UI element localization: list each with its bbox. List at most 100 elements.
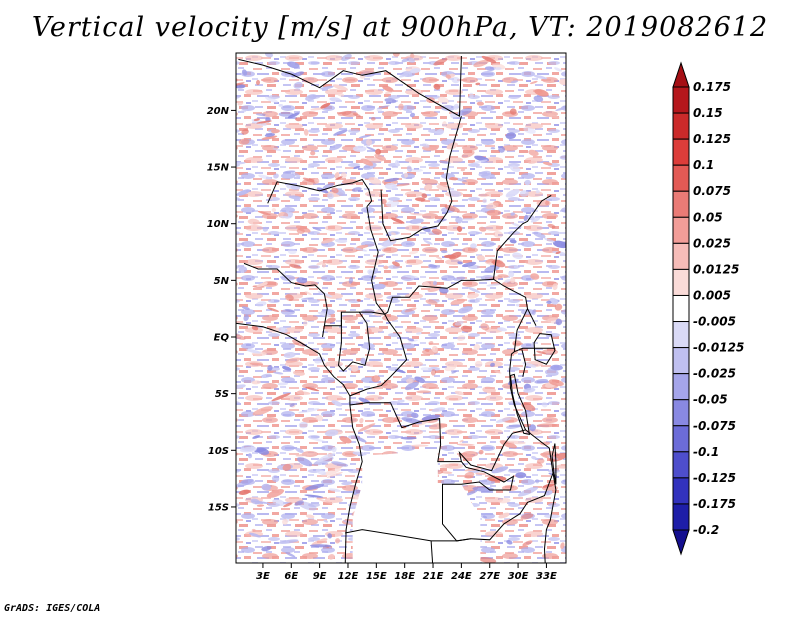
lat-tick-label: 15S [208,502,229,513]
lon-tick-label: 15E [366,571,387,582]
velocity-cell [336,92,345,97]
velocity-cell [392,53,400,57]
velocity-cell [271,129,280,134]
velocity-cell [264,133,276,137]
velocity-cell [469,92,474,98]
velocity-cell [529,424,536,432]
velocity-cell [358,69,375,74]
velocity-cell [520,513,534,520]
colorbar-label: 0.0125 [693,262,739,276]
velocity-cell [531,308,537,316]
border-line [430,540,434,563]
velocity-cell [424,348,430,352]
velocity-cell [246,349,261,354]
velocity-cell [308,437,328,443]
colorbar-segment [672,86,690,114]
velocity-cell [510,212,515,216]
velocity-cell [534,378,549,384]
velocity-cell [414,376,426,384]
velocity-cell [505,132,517,140]
grads-credit: GrADS: IGES/COLA [4,603,101,614]
velocity-cell [334,238,348,244]
velocity-cell [326,213,332,216]
colorbar: 0.175 0.15 0.125 0.1 0.075 0.05 0.025 0.0125 0.0… [672,61,744,556]
border-line [349,402,515,542]
velocity-cell [386,200,400,208]
velocity-cell [295,447,304,453]
velocity-cell [285,552,296,558]
velocity-cell [294,500,304,506]
velocity-cell [411,444,429,447]
velocity-cell [391,232,396,236]
velocity-cell [351,187,362,192]
border-line [366,206,537,326]
velocity-cell [399,70,413,78]
velocity-cell [238,489,251,495]
velocity-cell [384,177,400,182]
velocity-cell [292,339,306,347]
velocity-cell [339,436,352,444]
velocity-cell [441,121,447,128]
velocity-cell [296,277,308,284]
velocity-cell [300,297,315,300]
colorbar-segment [672,242,690,270]
lake-outline [533,333,556,365]
lat-tick-label: 10S [208,446,229,457]
velocity-cell [509,165,521,172]
velocity-cell [536,423,558,428]
velocity-cell [288,195,301,200]
velocity-cell [238,138,250,145]
velocity-cell [490,147,496,150]
velocity-cell [320,102,331,109]
velocity-cell [433,58,448,66]
velocity-cell [478,193,490,197]
velocity-cell [295,452,315,457]
velocity-cell [459,439,464,443]
velocity-cell [298,501,317,511]
velocity-cell [523,214,529,222]
velocity-cell [529,80,538,85]
velocity-cell [450,298,466,306]
velocity-cell [517,486,539,497]
velocity-cell [478,557,497,563]
velocity-cell [379,246,388,251]
velocity-cell [543,237,556,243]
velocity-cell [439,463,453,469]
velocity-cell [272,147,282,151]
velocity-cell [460,168,466,172]
velocity-cell [512,252,523,260]
velocity-cell [359,319,369,323]
velocity-cell [519,190,529,197]
velocity-cell [522,540,533,547]
velocity-cell [504,279,511,283]
velocity-cell [267,307,279,312]
velocity-cell [253,118,260,122]
lat-tick-label: EQ [214,333,230,344]
velocity-cell [281,271,287,278]
velocity-cell [258,174,272,180]
colorbar-segment [672,294,690,323]
velocity-cell [560,542,565,550]
border-line [238,55,462,117]
velocity-cell [252,435,261,439]
velocity-cell [285,294,294,301]
velocity-cell [317,311,332,317]
velocity-cell [341,481,353,486]
velocity-cell [497,498,511,504]
velocity-cell [410,68,421,74]
velocity-cell [248,532,262,538]
velocity-cell [458,306,473,314]
velocity-cell [474,360,483,368]
velocity-cell [464,475,474,479]
velocity-cell [555,251,561,255]
velocity-cell [241,129,249,135]
velocity-cell [271,207,277,213]
velocity-cell [533,231,546,239]
velocity-cell [305,94,317,101]
velocity-cell [239,446,258,453]
lon-tick-label: 12E [338,571,359,582]
colorbar-label: 0.005 [693,289,731,303]
velocity-cell [302,320,308,327]
colorbar-segment [672,373,690,401]
